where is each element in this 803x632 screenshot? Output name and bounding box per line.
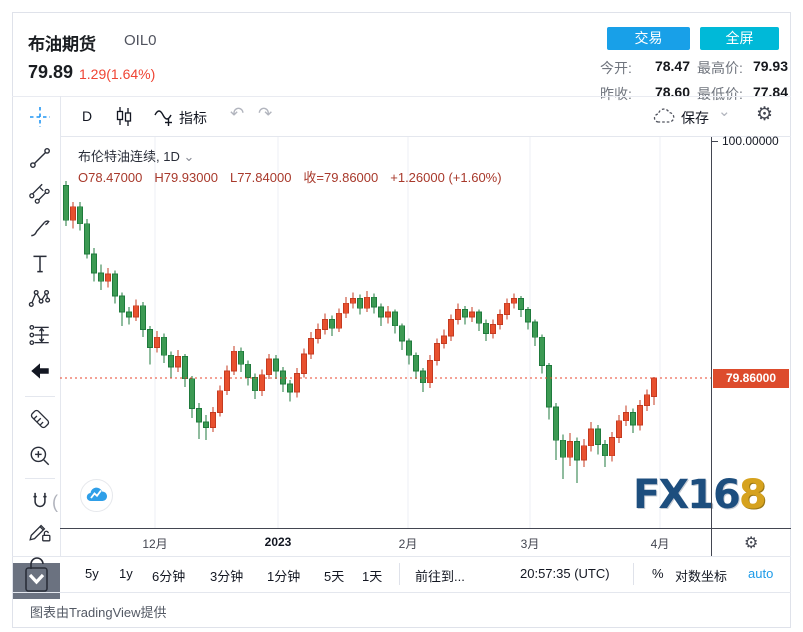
series-title: 布伦特油连续, 1D xyxy=(78,149,180,164)
axis-corner-line xyxy=(711,529,712,556)
trend-line-tool-icon[interactable] xyxy=(28,146,52,170)
symbol-code: OIL0 xyxy=(124,32,157,49)
log-scale-button[interactable]: 对数坐标 xyxy=(675,569,728,584)
crosshair-icon[interactable] xyxy=(29,106,51,128)
scroll-down-button[interactable] xyxy=(13,557,60,599)
fx168-watermark-text: FX16 xyxy=(633,472,741,518)
candlestick-chart[interactable] xyxy=(60,137,711,528)
fullscreen-button[interactable]: 全屏 xyxy=(700,27,779,50)
rail-border xyxy=(60,96,61,556)
range-3min-button[interactable]: 3分钟 xyxy=(210,569,244,584)
redo-icon[interactable]: ↷ xyxy=(258,104,273,123)
time-axis-label: 4月 xyxy=(650,537,670,551)
brush-tool-icon[interactable] xyxy=(28,216,52,240)
range-1d-button[interactable]: 1天 xyxy=(362,569,383,584)
tradingview-logo-button[interactable] xyxy=(80,479,113,512)
zoom-in-icon[interactable] xyxy=(28,444,52,468)
magnet-icon[interactable] xyxy=(28,489,52,513)
fib-tools-icon[interactable] xyxy=(28,181,52,205)
stat-low-value: 77.84 xyxy=(752,84,788,100)
stat-open-value: 78.47 xyxy=(654,58,690,74)
price-axis[interactable] xyxy=(712,137,791,528)
save-dropdown-chevron-icon[interactable]: ⌄ xyxy=(718,103,731,120)
toolbar-top-border xyxy=(12,96,791,97)
price-change: 1.29(1.64%) xyxy=(79,66,156,82)
rail-separator xyxy=(25,396,55,397)
price-axis-tick xyxy=(712,141,718,142)
stat-high-label: 最高价: xyxy=(697,60,743,76)
axis-settings-gear-icon[interactable]: ⚙ xyxy=(744,535,759,552)
tradingview-attribution: 图表由TradingView提供 xyxy=(30,605,167,620)
drawing-edit-lock-icon[interactable] xyxy=(28,519,52,543)
percent-scale-button[interactable]: % xyxy=(652,566,664,581)
auto-scale-button[interactable]: auto xyxy=(748,566,774,581)
stat-open-label: 今开: xyxy=(600,60,632,76)
range-6min-button[interactable]: 6分钟 xyxy=(152,569,186,584)
time-axis-label: 2023 xyxy=(264,535,292,549)
time-axis-label: 2月 xyxy=(398,537,418,551)
symbol-title: 布油期货 xyxy=(28,35,96,54)
series-legend[interactable]: 布伦特油连续, 1D ⌄ xyxy=(78,146,194,165)
footer-border xyxy=(12,592,791,593)
indicators-icon[interactable] xyxy=(152,104,176,128)
axis-bottom-border xyxy=(12,556,791,557)
cloud-save-icon[interactable] xyxy=(652,106,676,126)
interval-button[interactable]: D xyxy=(82,108,93,124)
tradingview-chart-icon xyxy=(86,487,108,502)
toolbar-bottom-border xyxy=(60,136,791,137)
last-price: 79.89 xyxy=(28,62,74,82)
legend-chevron-icon[interactable]: ⌄ xyxy=(183,149,195,164)
rail-separator xyxy=(25,478,55,479)
time-axis-label: 12月 xyxy=(142,537,168,551)
chart-type-candles-icon[interactable] xyxy=(113,104,135,128)
price-axis-top-label: 100.00000 xyxy=(722,134,779,148)
price-axis-line xyxy=(711,137,712,556)
time-axis-line xyxy=(60,528,791,529)
undo-icon[interactable]: ↶ xyxy=(230,104,245,123)
xabcd-pattern-icon[interactable] xyxy=(28,287,52,311)
time-axis-label: 3月 xyxy=(520,537,540,551)
range-1y-button[interactable]: 1y xyxy=(119,566,133,581)
measure-ruler-icon[interactable] xyxy=(28,407,52,431)
indicators-label[interactable]: 指标 xyxy=(179,110,207,126)
trade-button[interactable]: 交易 xyxy=(607,27,690,50)
text-tool-icon[interactable] xyxy=(28,252,52,276)
ohlc-change: +1.26000 (+1.60%) xyxy=(390,170,502,185)
ohlc-low: L77.84000 xyxy=(229,170,292,185)
range-5y-button[interactable]: 5y xyxy=(85,566,99,581)
clock-utc[interactable]: 20:57:35 (UTC) xyxy=(520,566,610,581)
range-1min-button[interactable]: 1分钟 xyxy=(267,569,301,584)
projection-tool-icon[interactable] xyxy=(28,323,52,347)
save-button[interactable]: 保存 xyxy=(681,110,709,126)
collapse-handle[interactable]: ( xyxy=(52,492,58,512)
ohlc-readout: O78.47000 H79.93000 L77.84000 收=79.86000 +1.… xyxy=(78,167,514,186)
ohlc-close: 收=79.86000 xyxy=(303,170,379,185)
stat-prevclose-value: 78.60 xyxy=(654,84,690,100)
ohlc-high: H79.93000 xyxy=(154,170,218,185)
goto-date-button[interactable]: 前往到... xyxy=(415,569,465,584)
bottom-bar-separator xyxy=(633,563,634,585)
range-5d-button[interactable]: 5天 xyxy=(324,569,345,584)
ohlc-open: O78.47000 xyxy=(78,170,143,185)
stat-low-label: 最低价: xyxy=(697,86,743,102)
bottom-bar-separator xyxy=(399,563,400,585)
last-price-axis-label: 79.86000 xyxy=(713,369,789,388)
fx168-watermark-eight: 8 xyxy=(738,472,767,518)
settings-gear-icon[interactable]: ⚙ xyxy=(756,104,774,125)
stat-high-value: 79.93 xyxy=(752,58,788,74)
stat-prevclose-label: 昨收: xyxy=(600,86,632,102)
hide-panel-arrow-icon[interactable] xyxy=(28,359,52,383)
fx168-watermark: FX168 xyxy=(633,472,767,518)
